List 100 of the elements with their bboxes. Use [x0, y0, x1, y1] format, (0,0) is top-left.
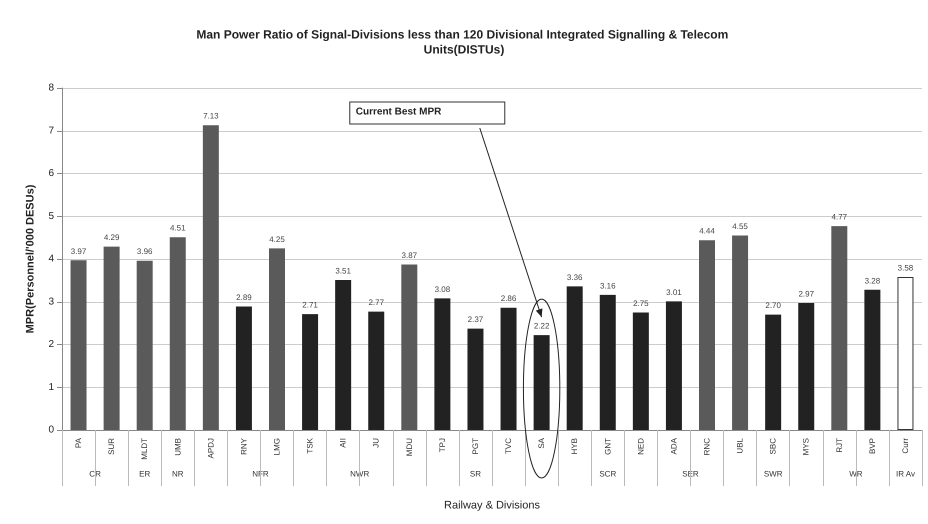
- x-tick-label: LMG: [272, 438, 282, 456]
- x-tick-label: SUR: [107, 438, 116, 455]
- y-tick-label: 3: [48, 296, 54, 308]
- text: NFR: [252, 470, 269, 478]
- x-tick-label: ADA: [669, 437, 678, 454]
- text: SWR: [764, 470, 783, 478]
- bar: [765, 314, 782, 430]
- data-label: 3.08: [434, 284, 451, 294]
- data-label: 2.75: [633, 298, 650, 308]
- bar: [831, 226, 848, 430]
- text: CR: [89, 470, 102, 478]
- x-tick-label: UMB: [173, 438, 182, 456]
- data-label: 3.97: [70, 246, 87, 256]
- annotation: Current Best MPR: [356, 106, 442, 118]
- bar: [335, 280, 352, 430]
- bar: [269, 248, 285, 430]
- x-tick-label: NED: [636, 438, 646, 455]
- data-label: 3.58: [898, 263, 914, 272]
- data-label: 4.44: [699, 226, 716, 236]
- bar: [699, 240, 715, 430]
- x-tick-label: RNC: [702, 438, 712, 456]
- bar: [434, 298, 450, 430]
- bar: [70, 260, 87, 430]
- x-tick-label: TVC: [504, 438, 514, 454]
- bar: [302, 314, 318, 430]
- text: ER: [139, 470, 150, 478]
- text: WR: [849, 470, 863, 478]
- text: IR Av: [896, 470, 915, 478]
- data-label: 7.13: [203, 112, 220, 121]
- bar: [864, 290, 880, 430]
- data-label: 2.22: [534, 322, 550, 331]
- x-axis-title: Railway & Divisions: [444, 500, 540, 512]
- text: SR: [470, 470, 482, 478]
- y-tick-label: 6: [48, 168, 54, 179]
- bar: [236, 306, 252, 430]
- bar: [467, 328, 484, 430]
- bar: [401, 264, 418, 430]
- x-tick-label: TSK: [306, 437, 315, 454]
- data-label: 4.55: [732, 222, 748, 231]
- chart-title: Man Power Ratio of Signal-Divisions less than 120 Divisional Integrated Signalling & Telecom Units(DISTUs): [196, 28, 732, 56]
- data-label: 2.97: [798, 290, 815, 299]
- bar: [666, 301, 682, 430]
- data-label: 2.70: [765, 301, 782, 310]
- x-tick-label: MLDT: [140, 438, 150, 460]
- x-tick-label: Curr: [900, 438, 910, 454]
- y-tick-label: 7: [48, 125, 54, 136]
- bar: [368, 312, 384, 430]
- bar: [600, 294, 616, 430]
- data-label: 4.29: [104, 233, 120, 242]
- data-label: 4.51: [170, 224, 186, 233]
- bar: [104, 246, 120, 430]
- x-tick-label: RJT: [834, 438, 844, 453]
- data-label: 3.51: [335, 266, 352, 276]
- y-axis-title: MPR(Personnel/'000 DESUs): [24, 184, 36, 334]
- x-tick-label: BVP: [868, 438, 877, 454]
- bar: [732, 235, 748, 430]
- bar: [500, 308, 517, 430]
- y-tick-label: 1: [48, 382, 54, 393]
- x-tick-label: GNT: [603, 438, 612, 455]
- data-label: 2.71: [302, 300, 318, 310]
- data-label: 3.87: [402, 251, 418, 260]
- text: NR: [172, 470, 184, 478]
- data-label: 3.36: [566, 272, 584, 282]
- y-tick-label: 8: [48, 82, 54, 94]
- x-tick-label: HYB: [570, 438, 580, 454]
- bar: [566, 286, 583, 430]
- y-tick-label: 4: [48, 254, 54, 264]
- data-label: 4.77: [832, 212, 848, 222]
- bar: [798, 303, 814, 430]
- x-tick-label: TPJ: [438, 438, 447, 452]
- data-label: 2.86: [500, 294, 517, 304]
- x-tick-label: SBC: [768, 438, 778, 454]
- x-tick-label: PA: [74, 437, 84, 448]
- x-tick-label: AII: [338, 438, 348, 448]
- bar: [136, 260, 153, 430]
- data-label: 3.28: [864, 276, 881, 286]
- x-tick-label: RNY: [239, 437, 248, 455]
- bar: [632, 312, 649, 430]
- data-label: 4.25: [269, 234, 286, 244]
- bar: [202, 125, 219, 430]
- x-tick-label: SA: [537, 437, 546, 449]
- bar: [534, 335, 550, 430]
- y-tick-label: 5: [48, 210, 54, 222]
- x-tick-label: MYS: [802, 438, 811, 456]
- text: SCR: [599, 470, 616, 478]
- x-tick-label: JU: [372, 438, 381, 448]
- data-label: 3.01: [666, 288, 682, 297]
- bar: [170, 237, 186, 430]
- bar: [897, 276, 914, 430]
- y-tick-label: 2: [48, 339, 54, 350]
- data-label: 2.89: [236, 292, 252, 302]
- data-label: 3.96: [136, 247, 154, 256]
- data-label: 2.37: [468, 315, 484, 324]
- y-tick-label: 0: [48, 424, 54, 436]
- data-label: 2.77: [368, 298, 385, 308]
- x-tick-label: PGT: [470, 438, 480, 454]
- x-tick-label: APDJ: [206, 438, 216, 458]
- x-tick-label: MDU: [404, 438, 414, 456]
- x-tick-label: UBL: [736, 437, 745, 454]
- data-label: 3.16: [600, 281, 616, 290]
